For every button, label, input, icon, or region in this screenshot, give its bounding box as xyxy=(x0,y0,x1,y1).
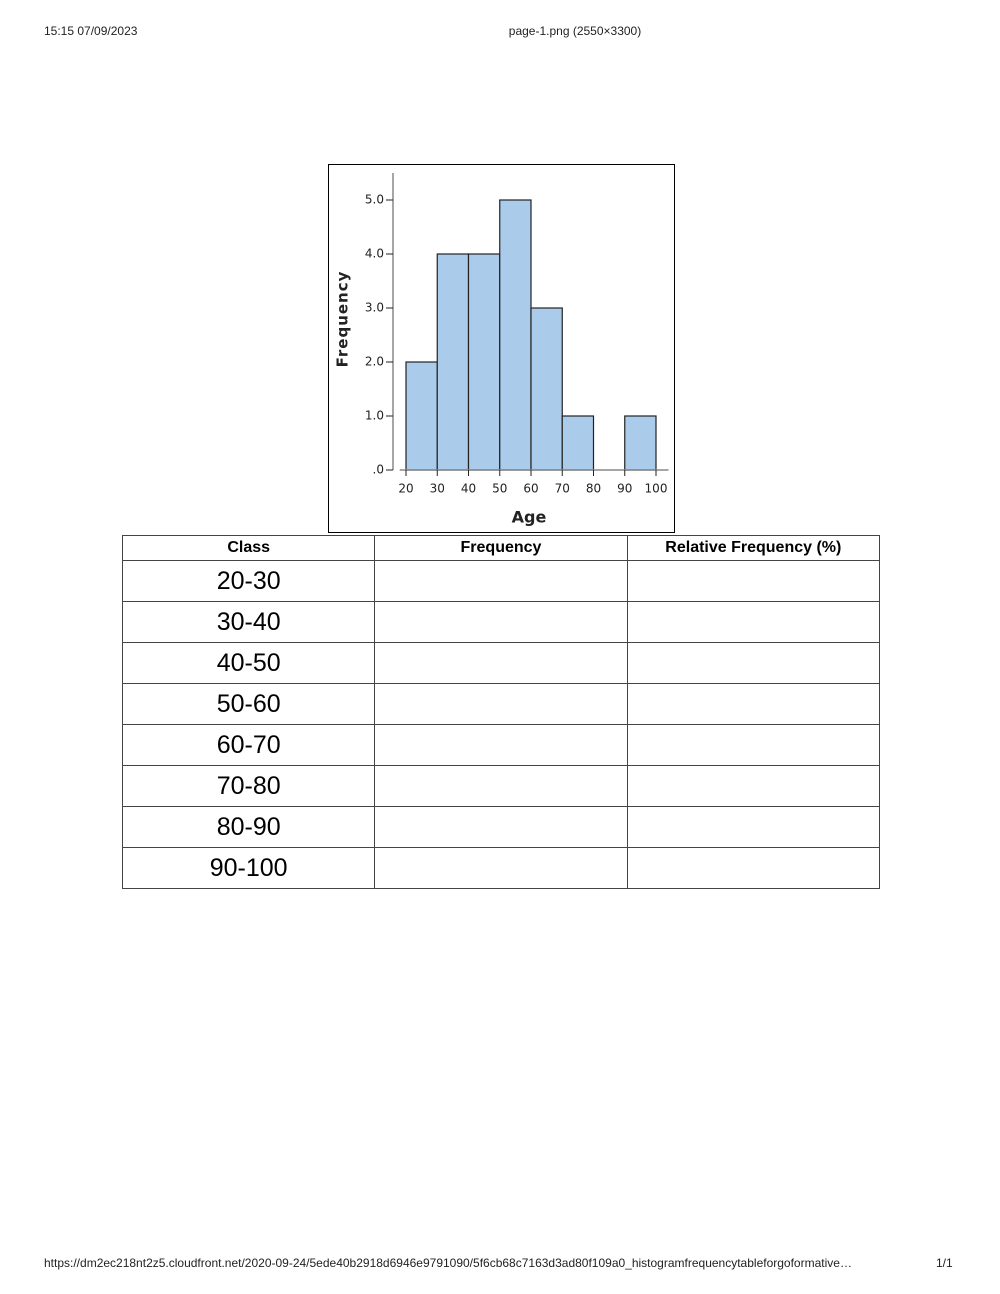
y-tick-label: .0 xyxy=(373,463,384,477)
empty-cell xyxy=(374,724,628,766)
empty-cell xyxy=(626,765,881,807)
empty-cell xyxy=(626,724,881,766)
chart: Age Frequency .0 1.0 2.0 3.0 4.0 5.0 20 30 40 50 6… xyxy=(334,173,669,527)
class-cell: 60-70 xyxy=(121,724,376,766)
x-tick-label: 20 xyxy=(398,482,413,496)
bar xyxy=(530,307,563,471)
table-row: 80-90 xyxy=(121,806,881,848)
bar xyxy=(467,253,501,471)
class-cell: 20-30 xyxy=(121,560,376,602)
empty-cell xyxy=(374,560,628,602)
bar xyxy=(561,415,595,471)
class-cell: 80-90 xyxy=(121,806,376,848)
empty-cell xyxy=(626,683,881,725)
y-tick-label: 4.0 xyxy=(365,247,384,261)
class-cell: 50-60 xyxy=(121,683,376,725)
empty-cell xyxy=(374,765,628,807)
x-tick-label: 70 xyxy=(555,482,570,496)
y-tick-label: 2.0 xyxy=(365,355,384,369)
table-body: 20-30 30-40 40-50 50-60 60-70 70-80 80-90 90-10… xyxy=(121,560,881,889)
empty-cell xyxy=(374,642,628,684)
header-row: Class Frequency Relative Frequency (%) xyxy=(121,535,881,561)
empty-cell xyxy=(374,806,628,848)
x-tick-label: 50 xyxy=(492,482,507,496)
url: https://dm2ec218nt2z5.cloudfront.net/202… xyxy=(44,1256,852,1270)
table-row: 40-50 xyxy=(121,642,881,684)
empty-cell xyxy=(626,806,881,848)
x-tick-label: 100 xyxy=(645,482,668,496)
page-title: page-1.png (2550×3300) xyxy=(508,24,642,38)
column-header: Relative Frequency (%) xyxy=(626,535,881,561)
chart-frame: Age Frequency .0 1.0 2.0 3.0 4.0 5.0 20 30 40 50 6… xyxy=(328,164,675,533)
x-tick-label: 90 xyxy=(617,482,632,496)
y-tick-label: 1.0 xyxy=(365,409,384,423)
frequency-table: Class Frequency Relative Frequency (%) 20-… xyxy=(121,535,881,889)
bar xyxy=(624,415,657,471)
bar xyxy=(405,361,438,471)
table-row: 70-80 xyxy=(121,765,881,807)
y-tick-label: 5.0 xyxy=(365,193,384,207)
bar xyxy=(499,199,532,471)
class-cell: 70-80 xyxy=(121,765,376,807)
x-tick-label: 40 xyxy=(461,482,476,496)
bar xyxy=(436,253,470,471)
x-tick-label: 80 xyxy=(586,482,601,496)
empty-cell xyxy=(626,642,881,684)
column-header: Frequency xyxy=(374,535,628,561)
table-row: 20-30 xyxy=(121,560,881,602)
page-number: 1/1 xyxy=(936,1256,953,1270)
empty-cell xyxy=(626,601,881,643)
table-row: 30-40 xyxy=(121,601,881,643)
class-cell: 30-40 xyxy=(121,601,376,643)
empty-cell xyxy=(626,847,881,889)
empty-cell xyxy=(374,847,628,889)
table-row: 90-100 xyxy=(121,847,881,889)
x-tick-label: 60 xyxy=(523,482,538,496)
table-row: 60-70 xyxy=(121,724,881,766)
y-axis-label: Frequency xyxy=(334,271,352,368)
x-tick-label: 30 xyxy=(430,482,445,496)
table-row: 50-60 xyxy=(121,683,881,725)
x-axis-label: Age xyxy=(512,508,547,527)
class-cell: 40-50 xyxy=(121,642,376,684)
timestamp: 15:15 07/09/2023 xyxy=(44,24,138,38)
empty-cell xyxy=(626,560,881,602)
y-tick-label: 3.0 xyxy=(365,301,384,315)
class-cell: 90-100 xyxy=(121,847,376,889)
empty-cell xyxy=(374,601,628,643)
empty-cell xyxy=(374,683,628,725)
column-header: Class xyxy=(121,535,376,561)
